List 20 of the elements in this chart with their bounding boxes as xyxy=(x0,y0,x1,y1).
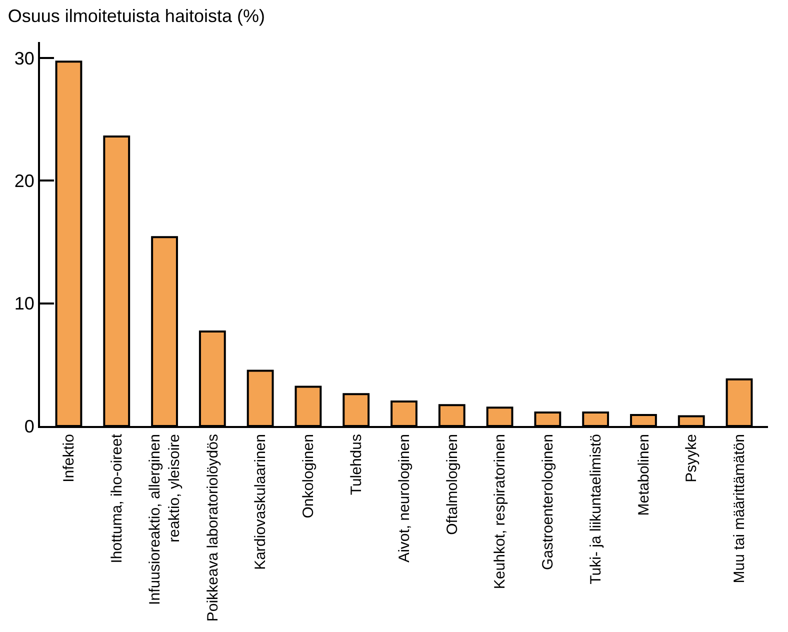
x-tick-label: Tulehdus xyxy=(348,434,365,496)
chart-title: Osuus ilmoitetuista haitoista (%) xyxy=(8,6,265,26)
x-tick-label: Poikkeava laboratoriolöydös xyxy=(204,434,222,622)
x-tick-label: Infektio xyxy=(60,434,78,482)
x-tick-label: Tuki- ja liikuntaelimistö xyxy=(587,434,604,584)
x-tick-label: Ihottuma, iho-oireet xyxy=(108,433,126,564)
y-tick-label: 20 xyxy=(14,170,34,191)
x-tick-label: Kardiovaskulaarinen xyxy=(252,434,270,570)
x-tick-label: Psyyke xyxy=(683,434,700,482)
y-tick-label: 10 xyxy=(14,294,34,314)
x-tick-label: Aivot, neurologinen xyxy=(396,434,413,562)
y-tick-label: 30 xyxy=(14,48,34,68)
x-tick-label: Muu tai määrittämätön xyxy=(731,434,748,584)
x-tick-label: Oftalmologinen xyxy=(444,434,461,535)
x-tick-label: Infuusioreaktio, allerginen reaktio, yleisoire xyxy=(146,434,184,605)
x-tick-label: Keuhkot, respiratorinen xyxy=(492,434,509,590)
x-tick-label: Gastroenterologinen xyxy=(540,434,557,570)
x-tick-label: Onkologinen xyxy=(300,434,318,518)
y-tick-label: 0 xyxy=(24,416,34,436)
x-tick-label: Metabolinen xyxy=(635,434,652,516)
